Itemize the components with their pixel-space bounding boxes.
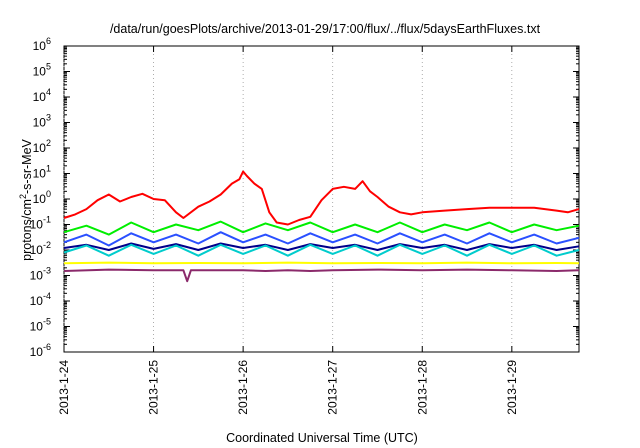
y-tick-label: 102 xyxy=(33,138,51,155)
series-line-2 xyxy=(63,220,580,236)
series-line-4 xyxy=(63,242,580,251)
y-tick-label: 104 xyxy=(33,87,51,104)
x-tick-label: 2013-1-28 xyxy=(415,360,429,415)
tick-layer xyxy=(63,45,579,353)
y-tick-label: 100 xyxy=(33,189,51,206)
series-line-3 xyxy=(63,231,580,247)
series-line-1 xyxy=(63,170,580,226)
y-tick-label: 10-3 xyxy=(30,266,51,283)
x-tick-label: 2013-1-29 xyxy=(505,360,519,415)
x-tick-label: 2013-1-25 xyxy=(147,360,161,415)
y-tick-label: 10-6 xyxy=(30,342,51,359)
y-tick-label: 10-2 xyxy=(30,240,51,257)
y-axis-label: protons/cm2-s-sr-MeV xyxy=(18,138,34,260)
chart-title: /data/run/goesPlots/archive/2013-01-29/1… xyxy=(110,22,541,36)
y-tick-label: 101 xyxy=(33,164,51,181)
grid-layer xyxy=(63,46,513,352)
series-line-5 xyxy=(63,243,580,257)
x-tick-label: 2013-1-27 xyxy=(326,360,340,415)
y-axis-label-sup: 2 xyxy=(18,194,28,199)
y-tick-label: 106 xyxy=(33,36,51,53)
y-tick-label: 10-5 xyxy=(30,317,51,334)
series-line-7 xyxy=(63,268,580,283)
series-layer xyxy=(63,170,580,283)
y-tick-label: 103 xyxy=(33,113,51,130)
y-tick-label: 105 xyxy=(33,62,51,79)
y-tick-labels: 10-6 10-5 10-4 10-3 10-2 10-1 100 101 102 103 104 1… xyxy=(30,36,51,359)
y-tick-label: 10-4 xyxy=(30,291,51,308)
y-axis-label-base: protons/cm xyxy=(20,199,34,261)
x-tick-label: 2013-1-24 xyxy=(57,360,71,415)
x-axis-label: Coordinated Universal Time (UTC) xyxy=(226,431,418,445)
series-line-6 xyxy=(63,261,580,265)
x-tick-label: 2013-1-26 xyxy=(236,360,250,415)
x-tick-labels: 2013-1-24 2013-1-25 2013-1-26 2013-1-27 2013… xyxy=(57,360,519,415)
y-axis-label-rest: -s-sr-MeV xyxy=(20,138,34,194)
y-tick-label: 10-1 xyxy=(30,215,51,232)
